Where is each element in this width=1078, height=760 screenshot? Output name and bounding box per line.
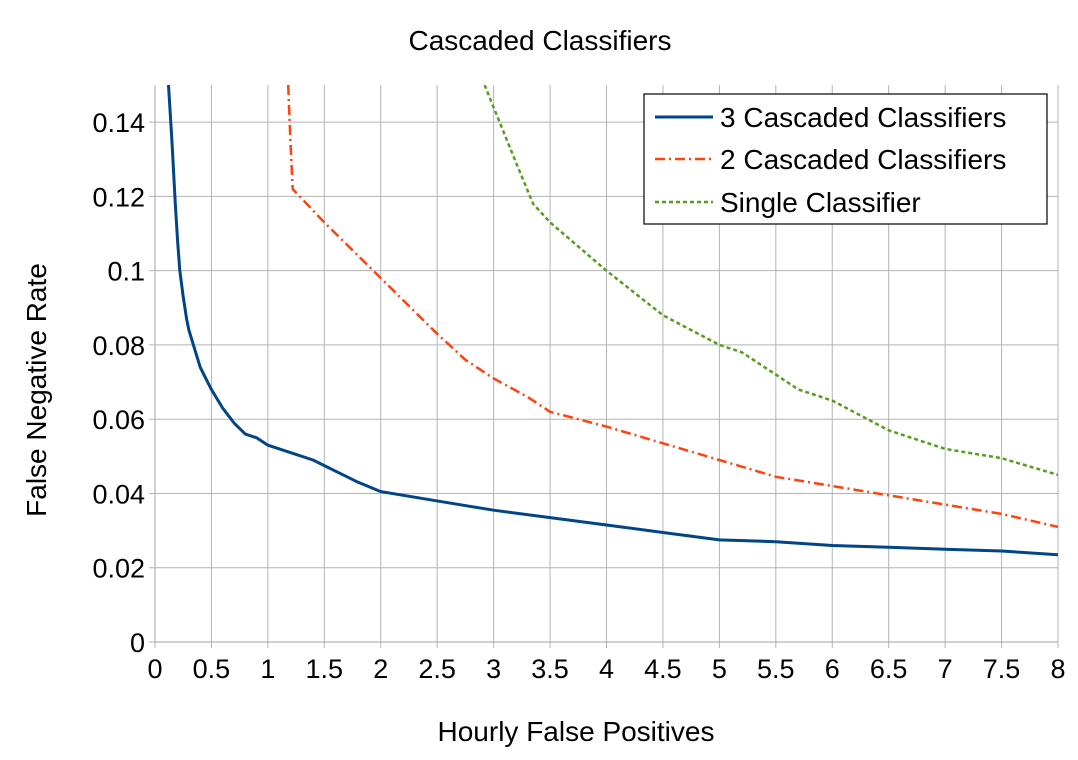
x-tick-label: 4: [599, 654, 614, 684]
legend: 3 Cascaded Classifiers 2 Cascaded Classif…: [643, 93, 1048, 225]
legend-label: Single Classifier: [720, 187, 921, 218]
y-tick-labels: 0 0.02 0.04 0.06 0.08 0.1 0.12 0.14: [92, 108, 145, 658]
y-tick-label: 0.1: [107, 257, 145, 287]
y-tick-label: 0.02: [92, 554, 145, 584]
x-tick-label: 7: [938, 654, 953, 684]
x-tick-label: 0: [147, 654, 162, 684]
y-axis-title: False Negative Rate: [21, 263, 52, 517]
series-line-1: [167, 85, 1058, 557]
x-axis-title: Hourly False Positives: [438, 716, 715, 747]
x-tick-label: 6: [825, 654, 840, 684]
y-tick-label: 0.14: [92, 108, 145, 138]
x-tick-label: 2: [373, 654, 388, 684]
y-tick-label: 0.04: [92, 479, 145, 509]
x-tick-labels: 0 0.5 1 1.5 2 2.5 3 3.5 4 4.5 5 5.5 6 6.5 7 7.5 8: [147, 654, 1065, 684]
plot-series: [167, 85, 1058, 557]
x-tick-label: 5.5: [757, 654, 795, 684]
x-tick-label: 6.5: [870, 654, 908, 684]
x-tick-label: 0.5: [193, 654, 231, 684]
y-tick-label: 0.06: [92, 405, 145, 435]
x-tick-label: 1.5: [306, 654, 344, 684]
legend-label: 2 Cascaded Classifiers: [720, 144, 1006, 175]
legend-label: 3 Cascaded Classifiers: [720, 102, 1006, 133]
series-line-2: [286, 85, 1058, 529]
x-tick-label: 8: [1050, 654, 1065, 684]
axes: [154, 85, 1058, 643]
series-line-3: [483, 85, 1058, 477]
x-tick-label: 2.5: [418, 654, 456, 684]
x-tick-label: 5: [712, 654, 727, 684]
x-tick-label: 1: [260, 654, 275, 684]
y-tick-label: 0: [130, 628, 145, 658]
y-tick-label: 0.08: [92, 331, 145, 361]
chart-title: Cascaded Classifiers: [409, 25, 672, 56]
x-tick-label: 4.5: [644, 654, 682, 684]
x-tick-label: 3.5: [531, 654, 569, 684]
x-tick-label: 7.5: [983, 654, 1021, 684]
y-tick-label: 0.12: [92, 182, 145, 212]
x-tick-label: 3: [486, 654, 501, 684]
